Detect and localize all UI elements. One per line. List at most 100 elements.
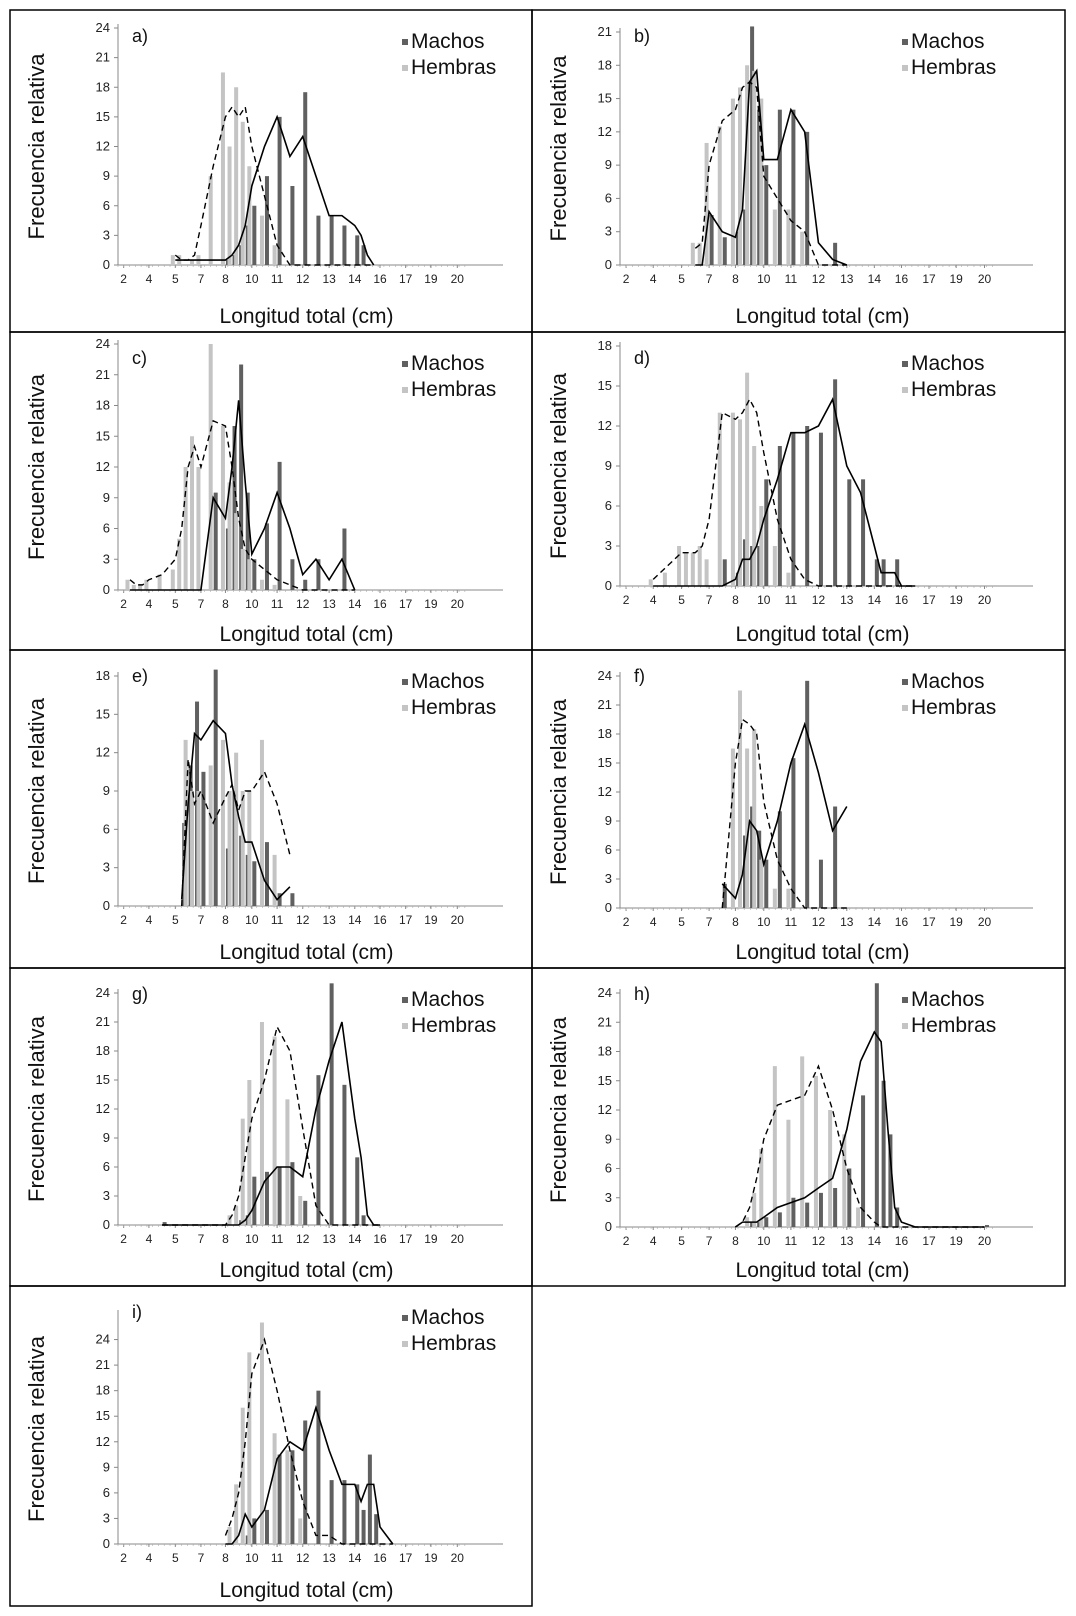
y-tick-label: 18	[598, 57, 612, 72]
bar-machos	[264, 1171, 269, 1225]
x-tick-label: 13	[322, 597, 336, 611]
x-tick-label: 5	[678, 272, 685, 286]
legend-swatch-machos	[902, 679, 908, 685]
y-tick-label: 0	[103, 257, 110, 272]
trend-line-machos	[129, 400, 356, 591]
y-tick-label: 3	[103, 1188, 110, 1203]
x-tick-label: 4	[146, 1551, 153, 1565]
x-axis-title: Longitud total (cm)	[736, 305, 910, 328]
bar-machos	[303, 579, 308, 590]
x-axis-title: Longitud total (cm)	[220, 1259, 394, 1282]
x-tick-label: 19	[424, 272, 438, 286]
legend-swatch-hembras	[402, 705, 408, 711]
y-tick-label: 6	[605, 1161, 612, 1176]
x-tick-label: 10	[245, 913, 259, 927]
x-tick-label: 12	[296, 272, 310, 286]
x-tick-label: 20	[978, 593, 992, 607]
bar-hembras	[170, 569, 175, 590]
legend-label-machos: Machos	[411, 988, 485, 1011]
bar-machos	[201, 771, 206, 906]
bar-hembras	[157, 574, 162, 590]
bar-hembras	[234, 752, 239, 906]
bar-machos	[861, 1095, 866, 1227]
x-tick-label: 8	[222, 913, 229, 927]
legend-label-machos: Machos	[411, 670, 485, 693]
y-tick-label: 18	[96, 79, 110, 94]
trend-line-hembras	[721, 718, 847, 909]
legend-swatch-machos	[402, 1315, 408, 1321]
bar-machos	[316, 1390, 321, 1544]
y-tick-label: 6	[103, 821, 110, 836]
x-tick-label: 17	[922, 593, 936, 607]
bar-machos	[750, 546, 755, 586]
bar-machos	[847, 1168, 852, 1227]
x-tick-label: 16	[895, 1234, 909, 1248]
bar-machos	[777, 109, 782, 266]
legend-label-machos: Machos	[911, 30, 985, 53]
bar-machos	[722, 559, 727, 586]
bar-hembras	[697, 546, 702, 586]
bar-machos	[290, 559, 295, 590]
bar-hembras	[662, 572, 667, 586]
x-tick-label: 20	[451, 913, 465, 927]
bar-machos	[303, 1200, 308, 1225]
legend-swatch-machos	[402, 997, 408, 1003]
bar-hembras	[208, 176, 213, 265]
bar-hembras	[717, 412, 722, 586]
y-axis-title: Frecuencia relativa	[24, 697, 49, 884]
bar-machos	[252, 861, 257, 906]
x-tick-label: 2	[120, 913, 127, 927]
bar-machos	[833, 806, 838, 908]
x-tick-label: 16	[373, 1232, 387, 1246]
y-tick-label: 3	[605, 224, 612, 239]
bar-hembras	[208, 344, 213, 590]
bar-hembras	[800, 231, 805, 265]
bar-machos	[277, 116, 282, 265]
x-tick-label: 14	[348, 597, 362, 611]
y-tick-label: 9	[103, 783, 110, 798]
trend-line-hembras	[735, 1064, 985, 1228]
bar-machos	[777, 811, 782, 908]
y-tick-label: 24	[96, 985, 110, 1000]
y-tick-label: 15	[96, 706, 110, 721]
legend-swatch-machos	[402, 361, 408, 367]
x-tick-label: 10	[757, 1234, 771, 1248]
legend-swatch-hembras	[402, 1341, 408, 1347]
bar-machos	[290, 893, 295, 906]
bar-hembras	[856, 1207, 861, 1227]
y-tick-label: 9	[605, 157, 612, 172]
bar-machos	[757, 1222, 762, 1227]
x-tick-label: 20	[451, 272, 465, 286]
y-axis-title: Frecuencia relativa	[24, 373, 49, 560]
x-tick-label: 10	[245, 597, 259, 611]
bar-machos	[355, 235, 360, 265]
bar-hembras	[227, 1215, 232, 1225]
bar-machos	[861, 479, 866, 586]
x-tick-label: 7	[198, 272, 205, 286]
legend-label-hembras: Hembras	[411, 696, 496, 719]
panel-label: h)	[634, 984, 650, 1004]
y-tick-label: 21	[598, 24, 612, 39]
y-tick-label: 0	[103, 898, 110, 913]
bar-machos	[361, 1509, 366, 1544]
x-tick-label: 4	[146, 1232, 153, 1246]
x-tick-label: 13	[322, 1551, 336, 1565]
x-tick-label: 5	[172, 913, 179, 927]
trend-line-hembras	[694, 81, 847, 266]
bar-hembras	[759, 1149, 764, 1227]
bar-hembras	[227, 1526, 232, 1544]
x-tick-label: 17	[922, 272, 936, 286]
y-axis-title: Frecuencia relativa	[24, 1335, 49, 1522]
bar-machos	[264, 1509, 269, 1544]
bar-machos	[791, 758, 796, 908]
legend-swatch-hembras	[902, 705, 908, 711]
legend-swatch-hembras	[402, 65, 408, 71]
trend-line-hembras	[129, 419, 355, 591]
x-tick-label: 4	[146, 597, 153, 611]
y-tick-label: 6	[605, 842, 612, 857]
y-tick-label: 18	[96, 668, 110, 683]
x-tick-label: 13	[840, 915, 854, 929]
bar-machos	[818, 1192, 823, 1227]
legend-label-hembras: Hembras	[411, 1332, 496, 1355]
x-tick-label: 16	[895, 272, 909, 286]
